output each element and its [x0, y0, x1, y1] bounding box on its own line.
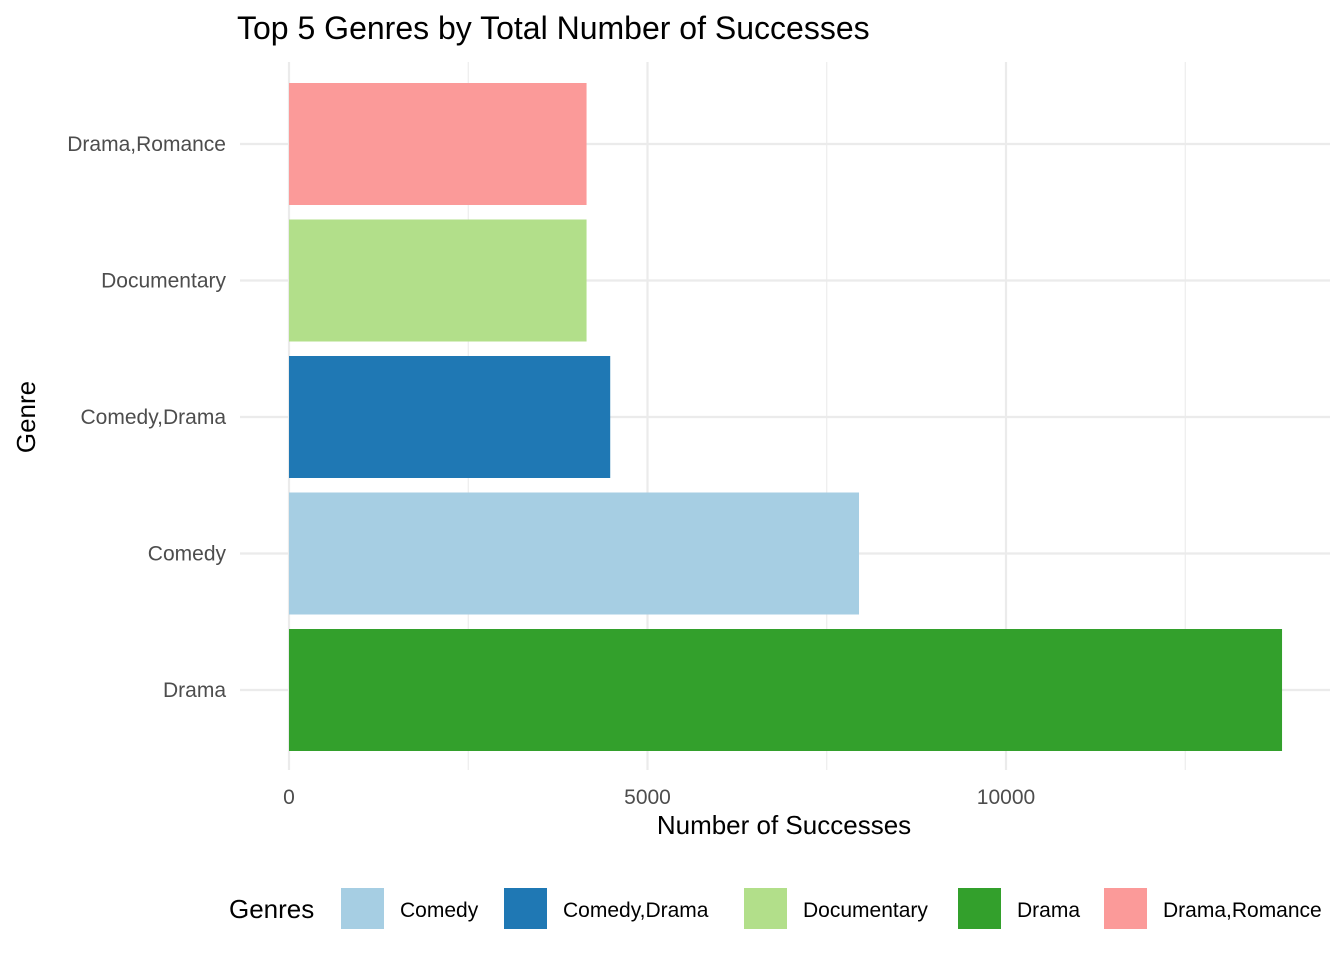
bar-documentary	[289, 219, 587, 342]
bar-drama	[289, 629, 1283, 751]
legend-key-drama-romance	[1104, 888, 1147, 929]
x-axis-ticks: 0 5000 10000	[283, 786, 1035, 809]
x-tick-label: 10000	[977, 786, 1035, 809]
y-axis-ticks: Drama Comedy Comedy,Drama Documentary Drama,…	[67, 133, 226, 702]
legend-label-comedy: Comedy	[400, 899, 479, 922]
bar-comedy-drama	[289, 356, 611, 478]
legend-label-comedy-drama: Comedy,Drama	[563, 899, 709, 922]
x-tick-label: 0	[283, 786, 295, 809]
y-tick-label: Comedy	[148, 543, 227, 566]
legend-label-documentary: Documentary	[803, 899, 928, 922]
legend-label-drama-romance: Drama,Romance	[1163, 899, 1322, 922]
legend-key-drama	[958, 888, 1001, 929]
y-tick-label: Drama,Romance	[67, 133, 226, 156]
legend-title: Genres	[229, 894, 314, 924]
y-tick-label: Comedy,Drama	[81, 406, 227, 429]
legend-key-documentary	[744, 888, 787, 929]
x-tick-label: 5000	[624, 786, 671, 809]
legend-label-drama: Drama	[1017, 899, 1080, 922]
bar-comedy	[289, 492, 860, 615]
legend-key-comedy-drama	[504, 888, 547, 929]
y-axis-title: Genre	[11, 381, 41, 453]
x-axis-title: Number of Successes	[657, 810, 911, 840]
legend: Genres Comedy Comedy,Drama Documentary Dram…	[229, 888, 1322, 929]
bars	[289, 83, 1283, 751]
y-tick-label: Drama	[163, 679, 226, 702]
bar-drama-romance	[289, 83, 587, 205]
chart-title: Top 5 Genres by Total Number of Successe…	[237, 10, 870, 46]
y-tick-label: Documentary	[101, 270, 226, 293]
legend-key-comedy	[341, 888, 384, 929]
